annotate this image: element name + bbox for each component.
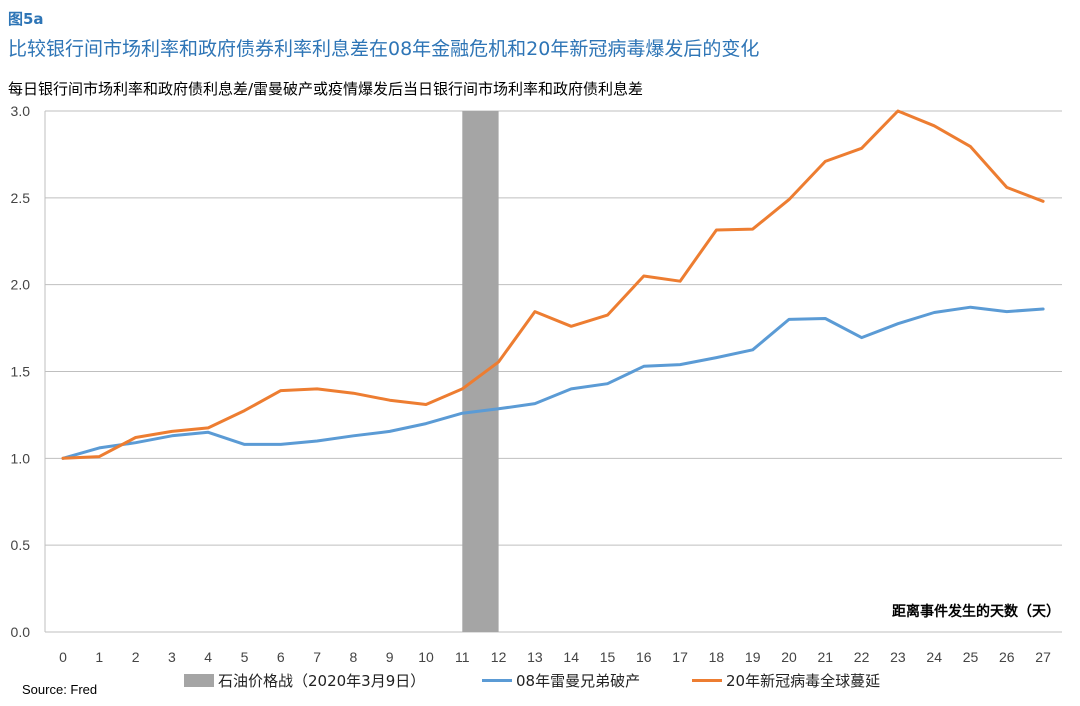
x-tick-label: 6 xyxy=(277,649,285,665)
y-tick-label: 0.0 xyxy=(11,624,31,640)
x-tick-label: 1 xyxy=(95,649,103,665)
x-tick-label: 17 xyxy=(672,649,688,665)
x-tick-label: 14 xyxy=(563,649,579,665)
x-tick-label: 9 xyxy=(386,649,394,665)
x-tick-label: 13 xyxy=(527,649,543,665)
x-tick-label: 12 xyxy=(491,649,507,665)
legend-label-band: 石油价格战（2020年3月9日） xyxy=(218,672,426,690)
x-tick-label: 16 xyxy=(636,649,652,665)
legend-label-lehman: 08年雷曼兄弟破产 xyxy=(516,672,641,690)
gridlines xyxy=(44,110,1062,633)
x-tick-label: 18 xyxy=(709,649,725,665)
y-axis-label: 每日银行间市场利率和政府债利息差/雷曼破产或疫情爆发后当日银行间市场利率和政府债… xyxy=(8,80,644,98)
x-tick-label: 21 xyxy=(818,649,834,665)
legend-item-lehman: 08年雷曼兄弟破产 xyxy=(482,670,640,691)
series-line-1 xyxy=(61,109,1045,460)
x-tick-label: 11 xyxy=(455,649,470,665)
x-tick-label: 22 xyxy=(854,649,870,665)
x-tick-label: 2 xyxy=(132,649,140,665)
legend-swatch-covid xyxy=(692,679,722,682)
x-tick-label: 15 xyxy=(600,649,616,665)
y-tick-label: 0.5 xyxy=(11,537,31,553)
y-tick-label: 2.0 xyxy=(11,277,31,293)
x-tick-label: 10 xyxy=(418,649,434,665)
y-tick-label: 3.0 xyxy=(11,103,31,119)
x-tick-label: 7 xyxy=(313,649,321,665)
figure-title: 比较银行间市场利率和政府债券利率利息差在08年金融危机和20年新冠病毒爆发后的变… xyxy=(8,38,760,60)
x-tick-label: 5 xyxy=(241,649,249,665)
legend: 石油价格战（2020年3月9日） 08年雷曼兄弟破产 20年新冠病毒全球蔓延 xyxy=(0,670,1080,692)
shaded-band-group xyxy=(462,111,499,632)
x-tick-label: 27 xyxy=(1035,649,1051,665)
y-tick-label: 1.5 xyxy=(11,364,31,380)
legend-item-band: 石油价格战（2020年3月9日） xyxy=(184,670,425,691)
x-tick-label: 20 xyxy=(781,649,797,665)
x-axis-title: 距离事件发生的天数（天） xyxy=(892,603,1060,620)
series-line-0 xyxy=(61,305,1045,460)
y-tick-label: 2.5 xyxy=(11,190,31,206)
x-tick-label: 26 xyxy=(999,649,1015,665)
y-tick-label: 1.0 xyxy=(11,450,31,466)
x-tick-label: 25 xyxy=(963,649,979,665)
x-tick-labels: 0 1 2 3 4 5 6 7 8 9 10 11 12 13 14 15 16 17 18 19 20 21 22 23 24… xyxy=(59,649,1051,665)
series-lines xyxy=(61,109,1045,460)
shaded-band xyxy=(462,111,499,632)
legend-swatch-band xyxy=(184,674,214,687)
x-tick-label: 8 xyxy=(350,649,358,665)
legend-swatch-lehman xyxy=(482,679,512,682)
x-tick-label: 3 xyxy=(168,649,176,665)
figure-label: 图5a xyxy=(8,10,44,28)
y-tick-labels: 0.0 0.5 1.0 1.5 2.0 2.5 3.0 xyxy=(11,103,31,640)
x-tick-label: 19 xyxy=(745,649,761,665)
legend-label-covid: 20年新冠病毒全球蔓延 xyxy=(726,672,881,690)
x-tick-label: 0 xyxy=(59,649,67,665)
x-tick-label: 24 xyxy=(926,649,942,665)
legend-item-covid: 20年新冠病毒全球蔓延 xyxy=(692,670,880,691)
x-tick-label: 23 xyxy=(890,649,906,665)
x-tick-label: 4 xyxy=(204,649,212,665)
source-note: Source: Fred xyxy=(22,682,98,697)
